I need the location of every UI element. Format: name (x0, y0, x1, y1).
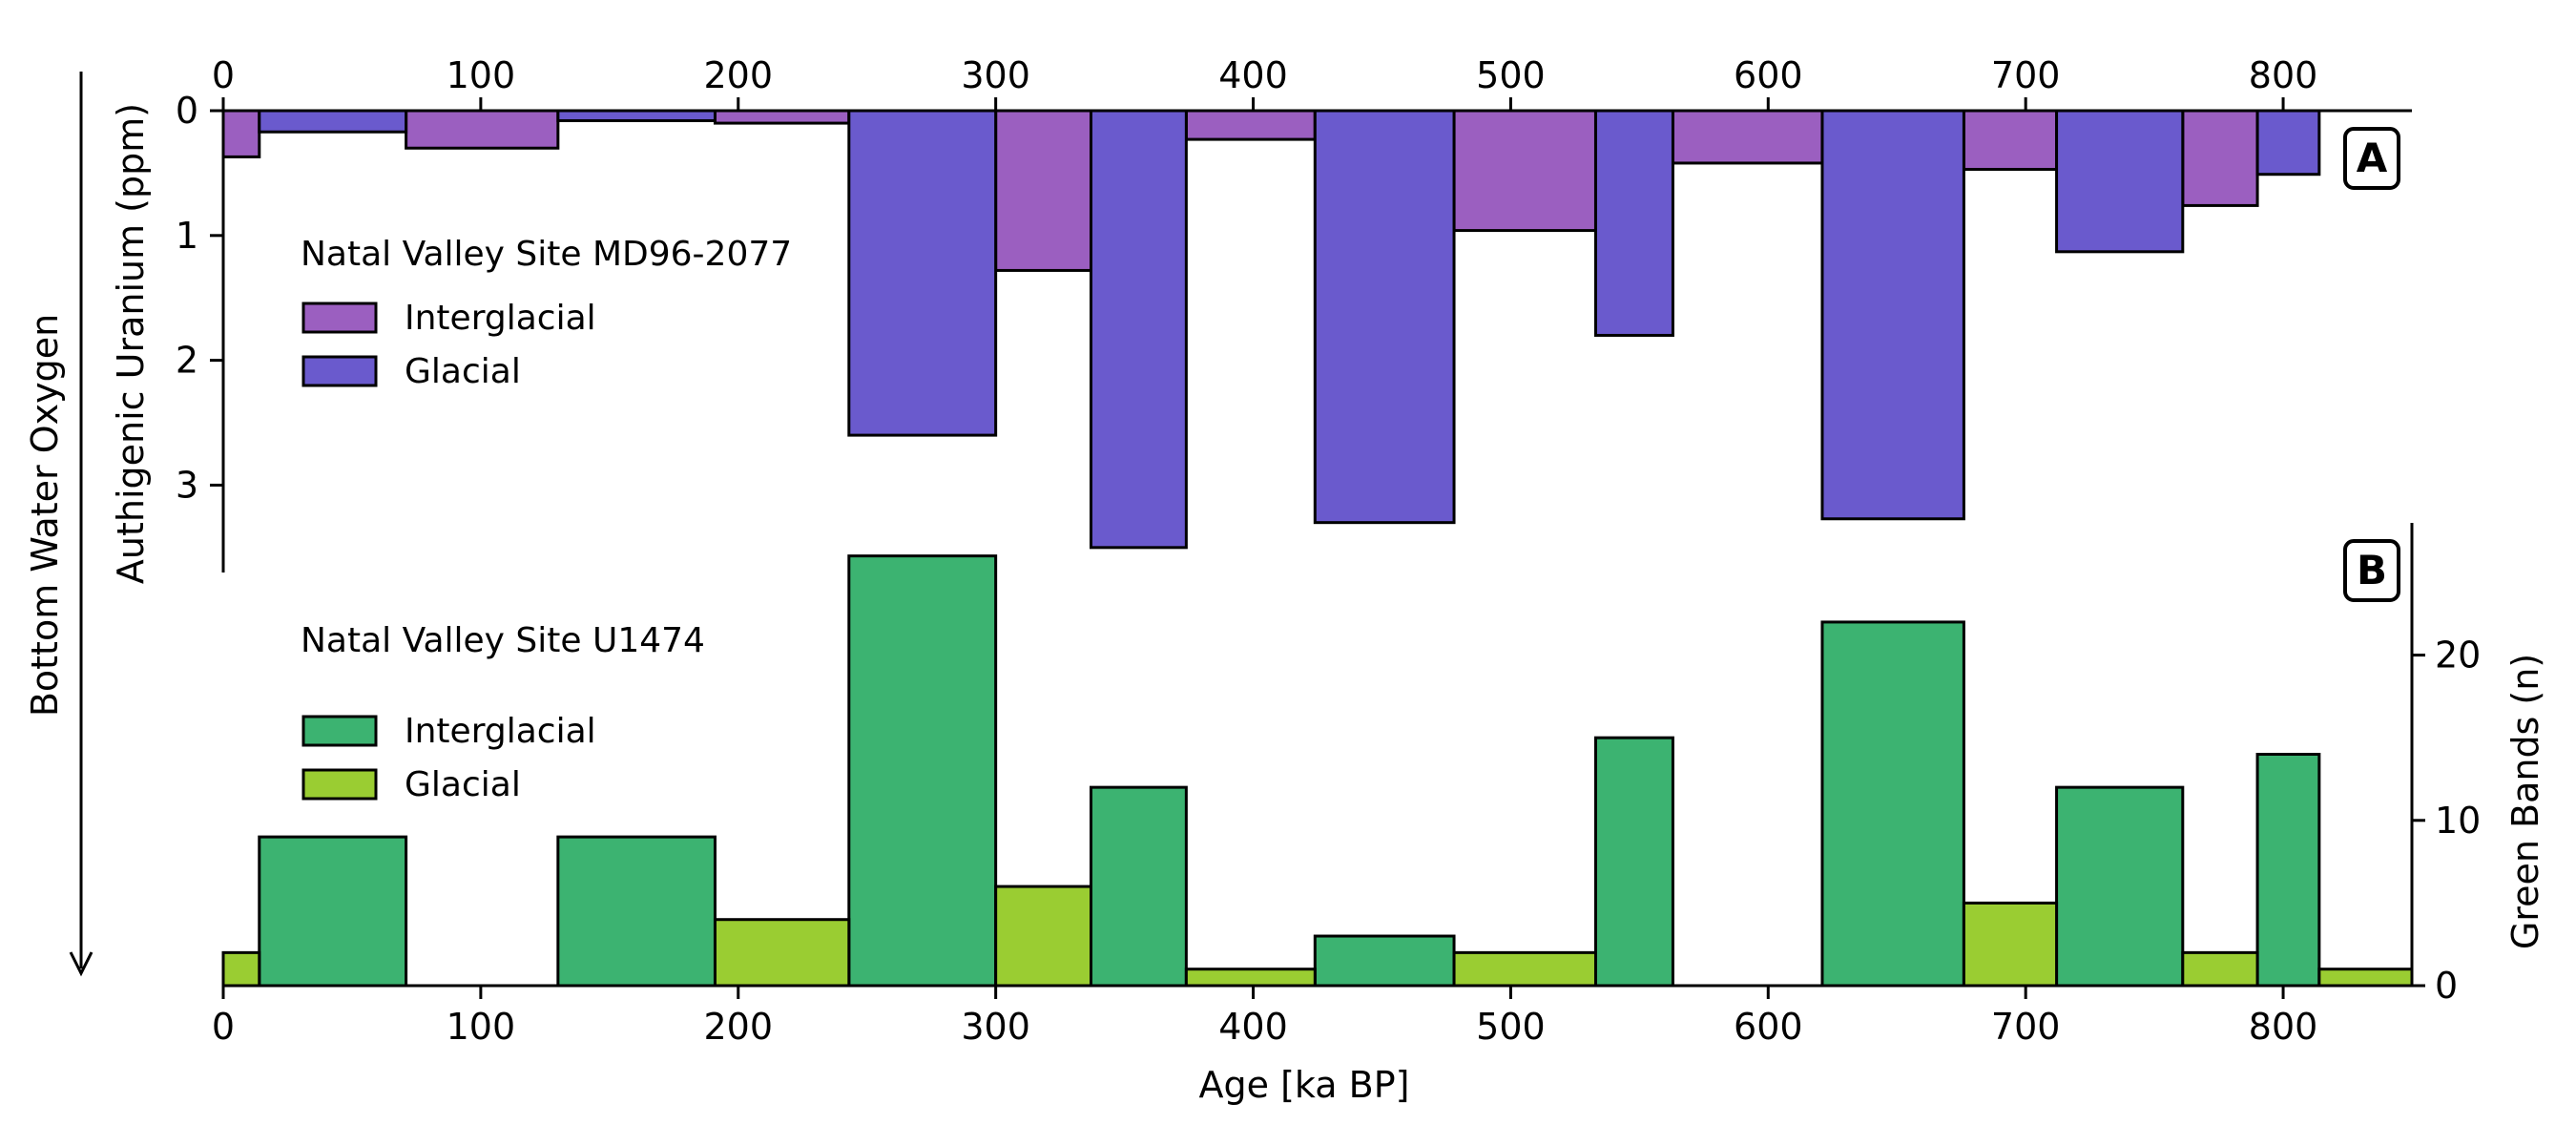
xlabel: Age [ka BP] (1199, 1064, 1410, 1106)
tick-label-a-x-800: 800 (2249, 54, 2318, 96)
panel-b-label: B (2357, 547, 2387, 593)
legend-a-title: Natal Valley Site MD96-2077 (301, 235, 792, 274)
bar-a-interglacial-6 (1671, 109, 1824, 165)
side-label: Bottom Water Oxygen (24, 314, 66, 717)
bar-b-glacial-3 (1184, 968, 1317, 988)
bar-b-interglacial-8 (2255, 753, 2321, 988)
bar-b-interglacial-6 (1820, 620, 1965, 988)
bar-a-glacial-3 (1090, 109, 1188, 550)
bar-a-glacial-4 (1313, 109, 1456, 525)
legend-b-swatch-interglacial (301, 715, 378, 747)
tick-label-a-y-3: 3 (176, 464, 198, 506)
bar-b-interglacial-1 (556, 835, 717, 988)
legend-a-swatch-interglacial (301, 302, 378, 334)
bar-b-glacial-0 (221, 950, 261, 988)
bar-a-glacial-0 (258, 109, 408, 134)
bar-b-glacial-2 (994, 885, 1093, 988)
bar-a-interglacial-1 (405, 109, 560, 150)
tick-label-a-x-600: 600 (1734, 54, 1803, 96)
tick-label-b-x-300: 300 (961, 1006, 1030, 1048)
bar-a-glacial-6 (1820, 109, 1965, 521)
tick-label-b-x-400: 400 (1218, 1006, 1288, 1048)
tick-label-b-x-0: 0 (212, 1006, 235, 1048)
tick-label-b-x-600: 600 (1734, 1006, 1803, 1048)
bar-b-interglacial-3 (1090, 785, 1188, 988)
bar-a-interglacial-2 (713, 109, 851, 125)
legend-a-label-glacial: Glacial (405, 352, 521, 391)
ylabel-b: Green Bands (n) (2504, 654, 2546, 949)
tick-label-a-y-2: 2 (176, 340, 198, 382)
tick-label-a-y-0: 0 (176, 90, 198, 132)
bar-b-interglacial-5 (1593, 736, 1674, 988)
tick-label-b-y-10: 10 (2435, 800, 2481, 842)
panel-a: 0 100 200 300 400 500 600 700 800 0 1 2 3 Authigenic … (110, 54, 2412, 584)
bar-a-interglacial-8 (2181, 109, 2259, 207)
bar-a-glacial-5 (1593, 109, 1674, 337)
oxygen-arrow (69, 72, 93, 977)
bar-a-interglacial-0 (221, 109, 261, 158)
bar-a-glacial-8 (2255, 109, 2321, 177)
legend-b-label-interglacial: Interglacial (405, 712, 596, 751)
legend-a-swatch-glacial (301, 355, 378, 387)
tick-label-a-x-200: 200 (703, 54, 773, 96)
bar-a-glacial-1 (556, 109, 717, 122)
tick-label-b-y-0: 0 (2435, 965, 2458, 1007)
panel-b-badge: B (2343, 539, 2400, 602)
tick-label-b-x-500: 500 (1476, 1006, 1546, 1048)
bar-b-glacial-7 (2317, 968, 2414, 988)
ylabel-a: Authigenic Uranium (ppm) (110, 103, 152, 584)
bar-b-glacial-4 (1452, 950, 1597, 988)
bar-b-interglacial-4 (1313, 934, 1456, 988)
bar-b-glacial-1 (713, 918, 851, 988)
bar-a-interglacial-5 (1452, 109, 1597, 233)
panel-b: 0 100 200 300 400 500 600 700 800 Age [ka BP] 0 10 2… (212, 523, 2546, 1106)
legend-b-title: Natal Valley Site U1474 (301, 621, 705, 660)
bar-a-glacial-2 (847, 109, 998, 437)
bar-b-interglacial-2 (847, 554, 998, 988)
bar-b-glacial-5 (1962, 901, 2059, 988)
tick-label-a-x-700: 700 (1991, 54, 2061, 96)
bar-a-glacial-7 (2055, 109, 2185, 254)
bar-b-interglacial-0 (258, 835, 408, 988)
tick-label-a-x-0: 0 (212, 54, 235, 96)
tick-label-a-x-100: 100 (447, 54, 516, 96)
legend-a-label-interglacial: Interglacial (405, 299, 596, 338)
bar-b-interglacial-7 (2055, 785, 2185, 988)
tick-label-a-x-400: 400 (1218, 54, 1288, 96)
bar-a-interglacial-3 (994, 109, 1093, 272)
tick-label-b-y-20: 20 (2435, 635, 2481, 677)
panel-a-label: A (2357, 135, 2388, 181)
legend-b-label-glacial: Glacial (405, 765, 521, 804)
tick-label-b-x-100: 100 (447, 1006, 516, 1048)
tick-label-b-x-200: 200 (703, 1006, 773, 1048)
bar-a-interglacial-7 (1962, 109, 2059, 171)
tick-label-a-y-1: 1 (176, 215, 198, 257)
tick-label-b-x-700: 700 (1991, 1006, 2061, 1048)
bar-a-interglacial-4 (1184, 109, 1317, 141)
tick-label-a-x-300: 300 (961, 54, 1030, 96)
bar-b-glacial-6 (2181, 950, 2259, 988)
tick-label-b-x-800: 800 (2249, 1006, 2318, 1048)
panel-a-badge: A (2343, 127, 2400, 190)
legend-b-swatch-glacial (301, 768, 378, 801)
tick-label-a-x-500: 500 (1476, 54, 1546, 96)
